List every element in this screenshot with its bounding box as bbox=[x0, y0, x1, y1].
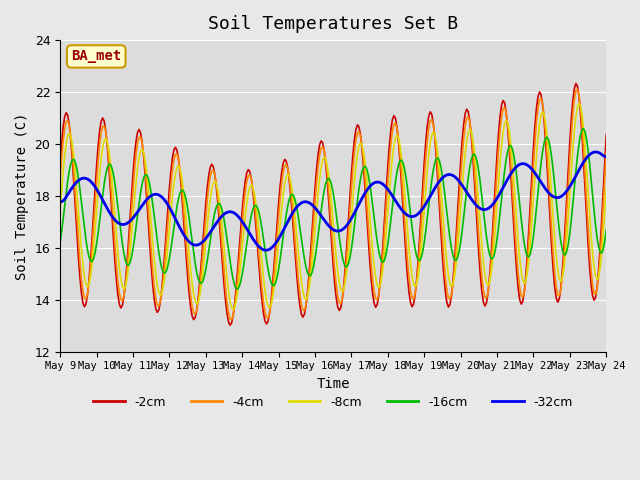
-8cm bbox=[56, 206, 64, 212]
-2cm bbox=[572, 81, 580, 86]
-16cm bbox=[580, 126, 588, 132]
Line: -4cm: -4cm bbox=[60, 89, 606, 320]
-2cm bbox=[537, 92, 545, 97]
-32cm bbox=[158, 194, 166, 200]
-4cm bbox=[228, 317, 236, 323]
-2cm bbox=[56, 160, 64, 166]
X-axis label: Time: Time bbox=[316, 377, 350, 391]
-32cm bbox=[369, 181, 376, 187]
-16cm bbox=[387, 217, 395, 223]
Line: -8cm: -8cm bbox=[60, 104, 606, 310]
-4cm bbox=[158, 289, 166, 295]
-4cm bbox=[537, 96, 545, 101]
-2cm bbox=[602, 132, 610, 137]
-2cm bbox=[72, 205, 79, 211]
-32cm bbox=[602, 154, 610, 160]
-32cm bbox=[537, 180, 545, 185]
-2cm bbox=[158, 287, 166, 292]
-4cm bbox=[602, 149, 610, 155]
Legend: -2cm, -4cm, -8cm, -16cm, -32cm: -2cm, -4cm, -8cm, -16cm, -32cm bbox=[88, 391, 578, 414]
-8cm bbox=[158, 290, 166, 296]
-2cm bbox=[387, 127, 395, 133]
Line: -2cm: -2cm bbox=[60, 84, 606, 325]
-16cm bbox=[537, 161, 545, 167]
Text: BA_met: BA_met bbox=[71, 49, 122, 63]
-8cm bbox=[602, 185, 610, 191]
-32cm bbox=[387, 191, 395, 196]
-4cm bbox=[369, 277, 376, 283]
Y-axis label: Soil Temperature (C): Soil Temperature (C) bbox=[15, 112, 29, 279]
-8cm bbox=[537, 112, 545, 118]
-8cm bbox=[229, 307, 237, 312]
-16cm bbox=[369, 202, 376, 208]
-16cm bbox=[234, 286, 241, 292]
Line: -32cm: -32cm bbox=[60, 152, 606, 250]
Line: -16cm: -16cm bbox=[60, 129, 606, 289]
-16cm bbox=[399, 160, 407, 166]
-4cm bbox=[399, 192, 407, 198]
-8cm bbox=[387, 171, 395, 177]
-16cm bbox=[56, 240, 64, 245]
-32cm bbox=[592, 149, 600, 155]
-2cm bbox=[369, 291, 376, 297]
-8cm bbox=[72, 169, 79, 175]
-32cm bbox=[72, 180, 79, 186]
-8cm bbox=[575, 101, 583, 107]
-16cm bbox=[72, 159, 79, 165]
-32cm bbox=[56, 199, 64, 205]
-32cm bbox=[262, 247, 270, 253]
-2cm bbox=[226, 322, 234, 328]
-16cm bbox=[158, 265, 166, 271]
-4cm bbox=[573, 86, 581, 92]
-2cm bbox=[399, 205, 407, 211]
-8cm bbox=[399, 169, 407, 175]
Title: Soil Temperatures Set B: Soil Temperatures Set B bbox=[208, 15, 458, 33]
-4cm bbox=[72, 192, 79, 198]
-32cm bbox=[399, 208, 407, 214]
-4cm bbox=[387, 141, 395, 147]
-8cm bbox=[369, 248, 376, 254]
-16cm bbox=[602, 227, 610, 233]
-4cm bbox=[56, 176, 64, 181]
